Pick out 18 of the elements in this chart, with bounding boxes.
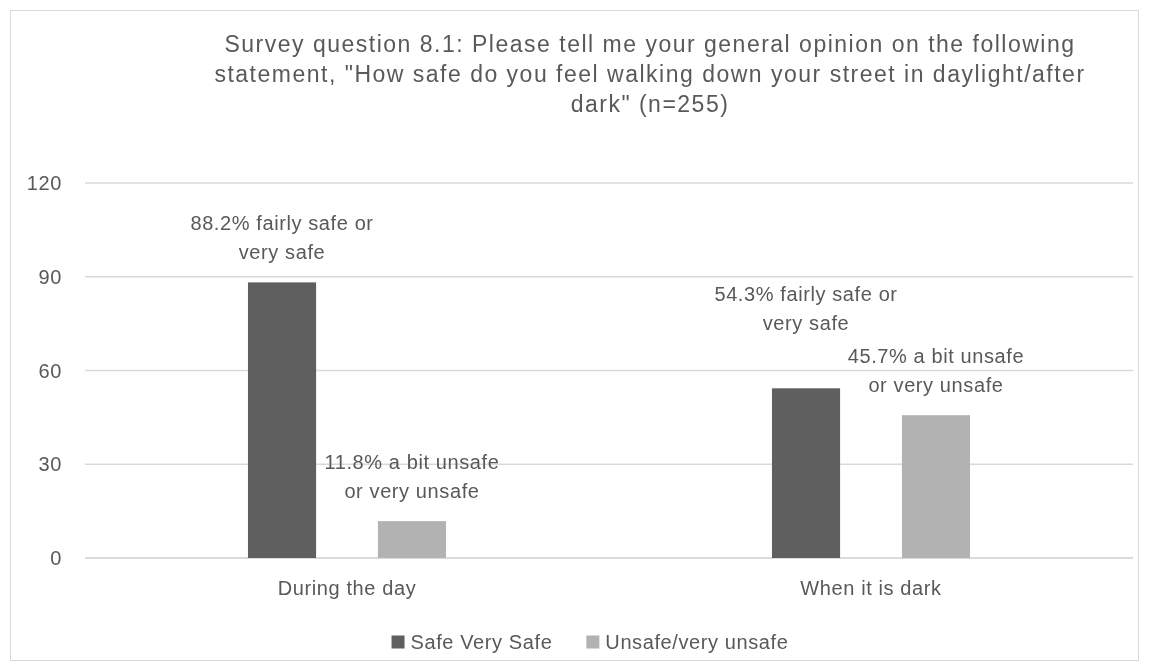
y-tick-label: 120 [26, 172, 62, 194]
data-label: 88.2% fairly safe or very safe [190, 212, 374, 264]
y-tick-label: 30 [38, 453, 62, 476]
bar [771, 388, 841, 558]
data-label: 45.7% a bit unsafe or very unsafe [847, 345, 1025, 397]
y-tick-label: 90 [38, 265, 62, 288]
y-tick-label: 0 [50, 547, 62, 569]
data-label: 54.3% fairly safe or very safe [714, 283, 898, 335]
chart-title: Survey question 8.1: Please tell me your general opinion on the following statement, "How safe do you feel walking down your street in daylight/after dark" (n=255) [214, 31, 1086, 117]
bar [901, 415, 971, 558]
x-tick-label: When it is dark [800, 577, 943, 599]
bar [377, 521, 447, 558]
legend-label: Safe Very Safe [410, 631, 553, 653]
y-tick-label: 60 [38, 359, 62, 382]
bar [247, 282, 317, 558]
legend-label: Unsafe/very unsafe [605, 631, 789, 653]
x-tick-label: During the day [277, 577, 417, 599]
data-label: 11.8% a bit unsafe or very unsafe [324, 451, 500, 503]
